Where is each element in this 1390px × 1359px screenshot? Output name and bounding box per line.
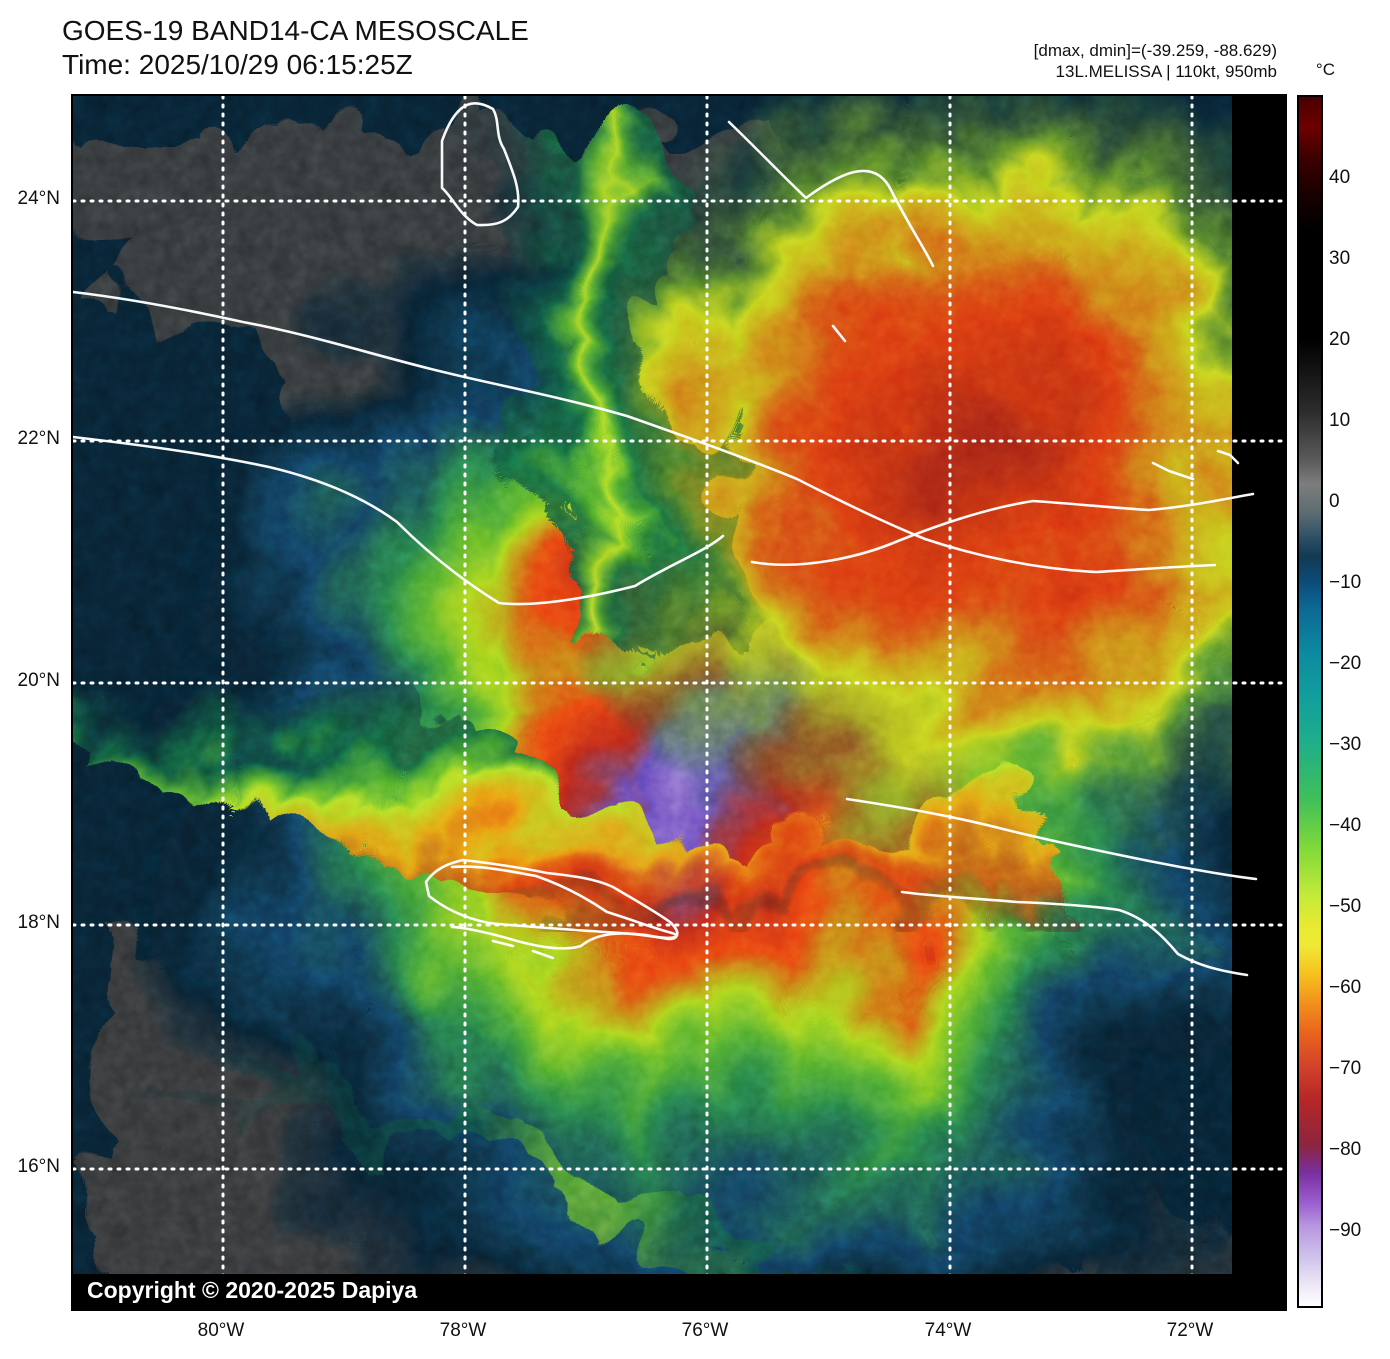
svg-text:Copyright © 2020-2025 Dapiya: Copyright © 2020-2025 Dapiya bbox=[87, 1277, 417, 1303]
